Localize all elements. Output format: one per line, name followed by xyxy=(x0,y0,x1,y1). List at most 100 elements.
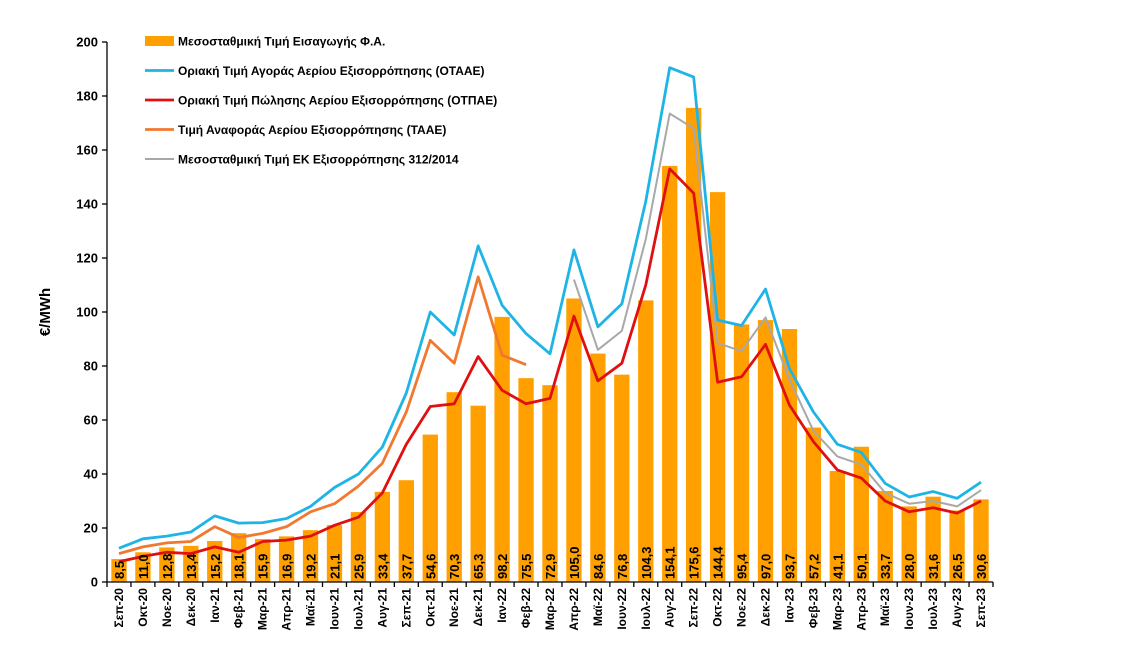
bar-22 xyxy=(638,300,654,582)
y-tick-label-8: 160 xyxy=(76,143,98,158)
data-label-15: 65,3 xyxy=(471,554,486,579)
legend: Μεσοσταθμική Τιμή Εισαγωγής Φ.Α. Οριακή Τ… xyxy=(145,35,497,167)
x-tick-label-10: Ιουλ-21 xyxy=(351,588,365,630)
x-tick-label-35: Αυγ-23 xyxy=(950,588,964,628)
x-tick-label-33: Ιουν-23 xyxy=(902,588,916,630)
line-series-2 xyxy=(118,167,982,564)
x-tick-label-24: Σεπ-22 xyxy=(687,588,701,628)
x-tick-label-7: Απρ-21 xyxy=(280,588,294,631)
data-label-5: 18,1 xyxy=(232,554,247,579)
x-tick-label-12: Σεπ-21 xyxy=(399,588,413,628)
data-label-11: 33,4 xyxy=(375,553,390,579)
x-tick-label-28: Ιαν-23 xyxy=(782,588,796,623)
x-tick-label-8: Μαϊ-21 xyxy=(304,588,318,626)
data-label-6: 15,9 xyxy=(256,554,271,579)
bar-29 xyxy=(805,427,822,582)
bar-15 xyxy=(470,405,486,582)
data-label-13: 54,6 xyxy=(423,554,438,579)
bar-30 xyxy=(829,471,846,582)
x-tick-label-30: Μαρ-23 xyxy=(830,588,844,630)
bar-20 xyxy=(590,353,606,582)
data-label-3: 13,4 xyxy=(184,553,199,579)
legend-swatch-0 xyxy=(145,36,174,46)
bar-36 xyxy=(973,499,989,582)
y-axis-label: €/MWh xyxy=(37,288,54,336)
bar-23 xyxy=(662,165,678,582)
line-series-3 xyxy=(118,275,527,555)
x-tick-label-0: Σεπ-20 xyxy=(112,588,126,628)
x-tick-label-25: Οκτ-22 xyxy=(711,588,725,627)
bar-10 xyxy=(350,512,367,582)
data-label-8: 19,2 xyxy=(304,554,319,579)
data-label-32: 33,7 xyxy=(878,554,893,579)
y-tick-label-0: 0 xyxy=(91,575,98,590)
data-label-4: 15,2 xyxy=(208,554,223,579)
data-label-7: 16,9 xyxy=(280,554,295,579)
bar-34 xyxy=(925,496,941,582)
x-tick-label-15: Δεκ-21 xyxy=(471,588,485,627)
y-tick-label-10: 200 xyxy=(76,35,98,50)
y-tick-label-6: 120 xyxy=(76,251,98,266)
bar-17 xyxy=(518,378,534,582)
bar-32 xyxy=(877,491,893,582)
x-tick-label-20: Μαϊ-22 xyxy=(591,588,605,626)
data-label-22: 104,3 xyxy=(639,546,654,579)
data-label-14: 70,3 xyxy=(447,554,462,579)
data-label-28: 93,7 xyxy=(782,554,797,579)
x-tick-label-31: Απρ-23 xyxy=(854,588,868,631)
bar-12 xyxy=(398,480,414,582)
bar-3 xyxy=(183,545,199,582)
x-tick-label-14: Νοε-21 xyxy=(447,588,461,627)
data-label-20: 84,6 xyxy=(591,554,606,579)
x-tick-label-18: Μαρ-22 xyxy=(543,588,557,630)
bar-26 xyxy=(733,324,750,582)
x-tick-label-22: Ιουλ-22 xyxy=(639,588,653,630)
data-label-18: 72,9 xyxy=(543,554,558,579)
bar-7 xyxy=(278,536,295,582)
x-tick-label-27: Δεκ-22 xyxy=(759,588,773,627)
x-tick-label-6: Μαρ-21 xyxy=(256,588,270,630)
data-label-30: 41,1 xyxy=(830,554,845,579)
data-label-19: 105,0 xyxy=(567,546,582,579)
legend-label-2: Οριακή Τιμή Πώλησης Αερίου Εξισορρόπησης… xyxy=(178,94,497,108)
data-label-34: 31,6 xyxy=(926,554,941,579)
data-label-27: 97,0 xyxy=(759,554,774,579)
x-tick-label-3: Δεκ-20 xyxy=(184,588,198,627)
x-tick-label-2: Νοε-20 xyxy=(160,588,174,627)
x-tick-label-34: Ιουλ-23 xyxy=(926,588,940,630)
x-tick-label-17: Φεβ-22 xyxy=(519,588,533,629)
bar-series xyxy=(111,107,989,582)
legend-label-0: Μεσοσταθμική Τιμή Εισαγωγής Φ.Α. xyxy=(178,35,385,49)
bar-5 xyxy=(231,533,247,582)
bar-19 xyxy=(566,298,582,582)
y-tick-labels: 0 20 40 60 80 100 120 140 160 180 200 xyxy=(76,35,98,590)
x-tick-labels: Σεπ-20 Οκτ-20 Νοε-20 Δεκ-20 Ιαν-21 Φεβ-21 Μαρ-… xyxy=(112,588,988,631)
data-label-35: 26,5 xyxy=(950,554,965,579)
bar-25 xyxy=(709,192,726,582)
data-label-25: 144,4 xyxy=(711,546,726,579)
x-tick-label-32: Μαϊ-23 xyxy=(878,588,892,626)
data-label-23: 154,1 xyxy=(663,546,678,579)
data-label-9: 21,1 xyxy=(327,554,342,579)
legend-label-3: Τιμή Αναφοράς Αερίου Εξισορρόπησης (ΤΑΑΕ… xyxy=(178,123,446,137)
y-tick-label-7: 140 xyxy=(76,197,98,212)
y-tick-label-5: 100 xyxy=(76,305,98,320)
data-label-0: 8,5 xyxy=(112,561,127,579)
line-series-1 xyxy=(118,66,982,550)
x-tick-label-23: Αυγ-22 xyxy=(663,588,677,628)
data-label-31: 50,1 xyxy=(854,554,869,579)
data-label-33: 28,0 xyxy=(902,554,917,579)
x-tick-label-4: Ιαν-21 xyxy=(208,588,222,623)
bar-13 xyxy=(422,434,438,582)
data-label-36: 30,6 xyxy=(974,554,989,579)
y-tick-label-3: 60 xyxy=(84,413,98,428)
data-label-17: 75,5 xyxy=(519,554,534,579)
x-tick-label-36: Σεπ-23 xyxy=(974,588,988,628)
y-tick-label-1: 20 xyxy=(84,521,98,536)
bar-9 xyxy=(326,525,343,582)
axes xyxy=(102,41,994,587)
y-tick-label-4: 80 xyxy=(84,359,98,374)
data-label-21: 76,8 xyxy=(615,554,630,579)
x-tick-label-29: Φεβ-23 xyxy=(806,588,820,629)
